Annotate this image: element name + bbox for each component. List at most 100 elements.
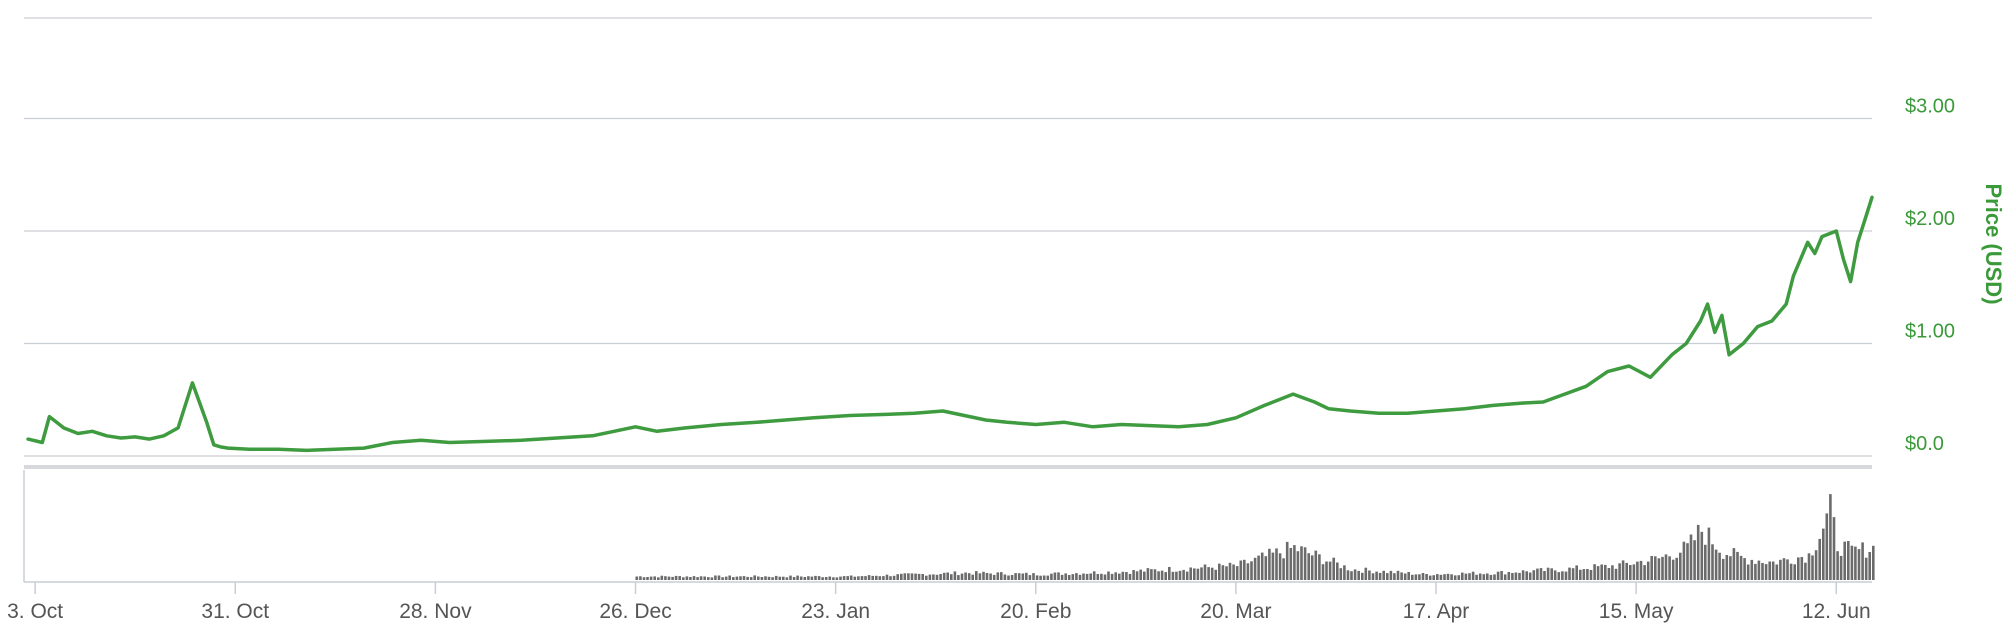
volume-bar [1160, 570, 1164, 580]
volume-bar [1771, 561, 1775, 580]
volume-bar [1825, 513, 1829, 580]
volume-bar [1346, 570, 1350, 580]
volume-bar [1614, 568, 1618, 580]
x-tick-label: 28. Nov [399, 600, 472, 623]
volume-bar [653, 576, 656, 580]
volume-bar [1010, 575, 1014, 580]
volume-bar [1721, 558, 1725, 580]
volume-bar [1146, 568, 1150, 580]
volume-bar [1289, 548, 1293, 580]
volume-bar [957, 575, 960, 580]
volume-bar [1764, 564, 1768, 580]
volume-bar [771, 577, 774, 580]
volume-bar [1200, 567, 1203, 580]
volume-bar [1646, 561, 1650, 580]
volume-bar [1107, 571, 1110, 580]
y-tick-label: $1.00 [1905, 321, 1955, 343]
volume-bar [1396, 570, 1400, 580]
volume-bar [1775, 564, 1779, 580]
volume-bar [1478, 573, 1482, 580]
volume-bar [1668, 556, 1671, 580]
volume-bar [917, 573, 921, 580]
volume-bar [1407, 572, 1410, 580]
volume-bar [1067, 575, 1071, 580]
volume-bar [1607, 568, 1611, 580]
volume-bar [1182, 569, 1185, 580]
volume-bar [1618, 563, 1621, 580]
volume-bar [735, 576, 739, 580]
volume-bar [1532, 570, 1536, 580]
volume-bar [928, 574, 932, 580]
volume-bar [1243, 559, 1246, 580]
volume-bar [914, 573, 917, 580]
volume-bar [1278, 553, 1282, 580]
volume-bar [660, 575, 664, 580]
volume-bar [678, 576, 681, 580]
volume-bar [1307, 553, 1310, 580]
volume-bar [1818, 538, 1821, 580]
volume-bar [1285, 541, 1289, 580]
volume-bar [1171, 571, 1175, 580]
volume-bar [1664, 554, 1668, 580]
volume-bar [975, 571, 978, 580]
volume-bar [1639, 560, 1643, 580]
volume-bar [1486, 573, 1489, 580]
volume-bar [950, 574, 953, 580]
volume-bar [1239, 560, 1243, 580]
volume-bar [982, 571, 985, 580]
volume-bar [1196, 568, 1200, 580]
volume-bar [842, 576, 846, 580]
x-tick-label: 20. Feb [1000, 600, 1071, 623]
volume-bar [764, 576, 767, 580]
volume-bar [1625, 562, 1628, 580]
volume-bar [1168, 567, 1171, 580]
volume-bar [846, 576, 849, 580]
volume-bar [910, 573, 914, 580]
volume-bar [1382, 570, 1385, 580]
volume-bar [724, 576, 728, 580]
volume-bar [878, 576, 882, 580]
volume-bar [1557, 572, 1561, 580]
volume-bar [1700, 531, 1704, 580]
volume-bar [1118, 573, 1121, 580]
volume-bar [1711, 544, 1714, 580]
volume-bar [692, 576, 696, 580]
volume-bar [1428, 575, 1432, 580]
volume-bar [1135, 571, 1139, 580]
volume-bar [1150, 569, 1153, 580]
volume-bar [1393, 573, 1396, 580]
volume-bar [867, 575, 871, 580]
volume-bar [1453, 575, 1457, 580]
volume-bar [839, 576, 842, 580]
volume-bar [649, 576, 653, 580]
volume-bar [746, 576, 749, 580]
volume-bar [685, 576, 689, 580]
volume-bar [635, 576, 639, 580]
volume-bar [1368, 570, 1371, 580]
volume-bar [935, 574, 939, 580]
volume-bar [1482, 574, 1486, 580]
volume-bar [646, 577, 649, 580]
volume-bar [857, 576, 860, 580]
x-tick-label: 31. Oct [201, 600, 269, 623]
volume-bar [1743, 558, 1746, 580]
volume-bar [1175, 571, 1178, 580]
volume-bar [1632, 564, 1636, 580]
volume-bar [1103, 574, 1107, 580]
volume-bar [760, 577, 764, 580]
volume-bar [1025, 572, 1028, 580]
volume-bar [1843, 541, 1846, 580]
volume-bar [1100, 573, 1103, 580]
volume-bar [967, 573, 971, 580]
volume-bar [1321, 564, 1325, 580]
volume-bar [1232, 564, 1235, 580]
volume-bar [960, 573, 964, 580]
volume-bar [689, 577, 692, 580]
volume-bar [1464, 573, 1468, 580]
volume-bar [821, 577, 824, 580]
volume-bar [1132, 570, 1135, 580]
volume-bar [946, 572, 949, 580]
volume-bar [1125, 572, 1128, 580]
volume-bar [1657, 558, 1661, 580]
volume-bar [1042, 575, 1046, 580]
